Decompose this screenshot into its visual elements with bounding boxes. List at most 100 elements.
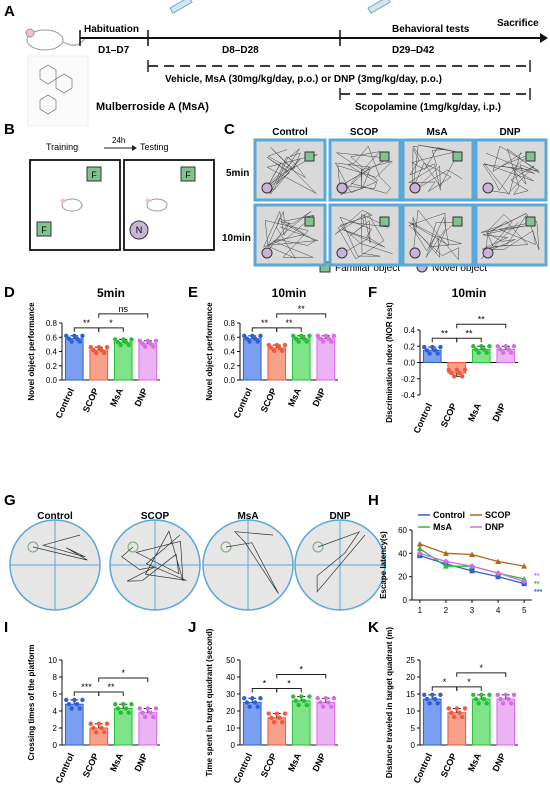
row-label-10min: 10min	[222, 233, 251, 244]
x-tick-label: SCOP	[81, 752, 101, 779]
legend-novel: Novel object	[432, 263, 487, 274]
legend-label: Control	[433, 510, 465, 520]
data-point	[126, 342, 131, 348]
bar-msa	[291, 338, 311, 381]
movement-trace	[408, 209, 462, 261]
significance-label: *	[287, 679, 291, 689]
data-point	[331, 696, 337, 701]
y-tick-label: 0.4	[46, 348, 58, 357]
y-tick-label: 50	[226, 656, 235, 665]
data-point	[64, 697, 69, 703]
bar-chart-e: E 10min 0.0 0.2 0.4 0.6 0.8 Novel object perfor…	[188, 284, 338, 420]
significance-label: *	[263, 679, 267, 689]
col-label-dnp: DNP	[499, 127, 520, 138]
x-tick-label: SCOP	[81, 387, 101, 414]
data-point	[498, 696, 503, 702]
y-tick-label: -0.4	[401, 391, 415, 400]
data-point	[481, 347, 487, 352]
x-tick-label: 2	[444, 606, 449, 615]
data-point	[307, 694, 312, 699]
data-point	[140, 710, 145, 715]
data-point	[503, 692, 509, 698]
habituation-label: Habituation	[84, 24, 139, 35]
data-point	[244, 336, 250, 341]
data-point	[115, 340, 121, 345]
data-point	[266, 342, 271, 348]
chart-title: 5min	[97, 286, 125, 300]
panel-label-d: D	[4, 284, 15, 301]
data-point	[323, 696, 329, 701]
data-point	[430, 692, 435, 698]
data-point	[416, 541, 423, 547]
data-point	[269, 715, 274, 720]
training-arena	[29, 159, 121, 251]
data-point	[301, 336, 307, 341]
data-point	[271, 348, 277, 353]
testing-label: Testing	[140, 142, 169, 152]
y-axis-label: Escape latency(s)	[379, 531, 388, 599]
x-tick-label: MsA	[286, 386, 303, 408]
data-point	[451, 374, 457, 379]
row-label-5min: 5min	[226, 168, 249, 179]
x-tick-label: Control	[411, 752, 434, 785]
data-point	[521, 578, 528, 585]
data-point	[115, 706, 121, 711]
movement-trace	[263, 210, 318, 259]
data-point	[258, 333, 263, 339]
y-tick-label: 30	[226, 690, 235, 699]
data-point	[242, 333, 247, 339]
significance-label: *	[479, 663, 483, 673]
data-point	[320, 704, 326, 709]
chart-title: 10min	[452, 286, 487, 300]
familiar-object-marker	[379, 151, 390, 162]
data-point	[454, 706, 460, 711]
data-point	[118, 710, 123, 715]
data-point	[296, 702, 301, 708]
swim-path	[225, 531, 279, 594]
day-range-3: D29–D42	[392, 45, 435, 56]
x-tick-label: MsA	[108, 386, 125, 408]
data-point	[123, 706, 129, 711]
bar-chart-i: I 0 2 4 6 8 10 Crossing times of the platform Co…	[4, 619, 160, 785]
significance-bracket	[98, 327, 124, 332]
x-tick-label: DNP	[490, 752, 507, 773]
significance-bracket	[456, 337, 482, 343]
significance-label: *	[109, 318, 113, 328]
y-axis-label: Time spent in target quadrant (second)	[205, 628, 214, 776]
y-tick-label: 0	[231, 741, 236, 750]
novel-object-marker	[482, 182, 494, 194]
y-axis-label: Crossing times of the platform	[27, 644, 36, 760]
platform-marker	[220, 541, 232, 553]
data-point	[266, 711, 271, 716]
data-point	[427, 351, 432, 356]
mouse-icon	[60, 198, 83, 212]
data-point	[304, 339, 309, 344]
movement-trace	[334, 209, 393, 260]
data-point	[280, 719, 285, 725]
data-point	[500, 701, 506, 706]
data-point	[153, 706, 159, 711]
data-point	[244, 700, 250, 705]
panel-b: B Training Testing 24h F F F N	[4, 121, 215, 251]
data-point	[242, 696, 247, 701]
significance-label: *	[467, 677, 471, 687]
data-point	[258, 696, 263, 701]
data-point	[113, 702, 118, 707]
significance-label: **	[261, 318, 269, 328]
data-point	[460, 374, 465, 379]
x-tick-label: 4	[496, 606, 501, 615]
x-tick-label: MsA	[286, 751, 303, 773]
familiar-object-marker	[379, 216, 390, 227]
data-point	[104, 345, 110, 350]
movement-trace	[264, 147, 318, 195]
data-point	[476, 350, 481, 355]
x-tick-label: DNP	[490, 402, 507, 423]
significance-bracket	[251, 327, 278, 332]
x-tick-label: MsA	[108, 751, 125, 773]
novel-object-marker	[261, 182, 273, 194]
data-point	[479, 344, 484, 349]
data-point	[509, 350, 514, 355]
novel-object-marker	[336, 182, 348, 194]
data-point	[495, 574, 501, 580]
